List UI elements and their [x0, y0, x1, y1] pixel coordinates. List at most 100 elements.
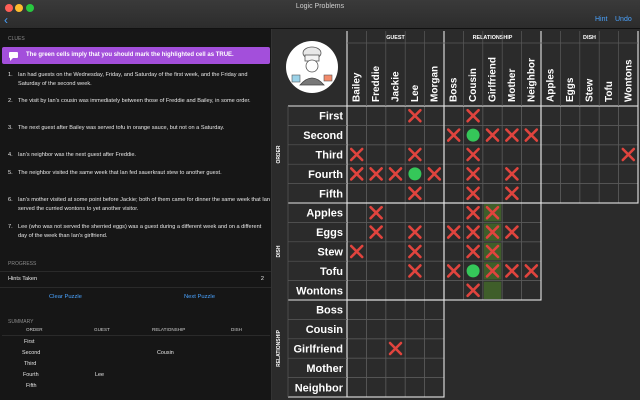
- grid-cell[interactable]: [443, 183, 464, 204]
- close-window-button[interactable]: [5, 4, 13, 12]
- grid-cell[interactable]: [366, 338, 387, 359]
- grid-cell[interactable]: [618, 125, 639, 146]
- grid-cell[interactable]: [385, 319, 406, 340]
- grid-cell[interactable]: [424, 222, 445, 243]
- grid-cell[interactable]: [521, 144, 542, 165]
- grid-cell[interactable]: [385, 144, 406, 165]
- grid-cell[interactable]: [521, 222, 542, 243]
- grid-cell[interactable]: [560, 105, 581, 126]
- grid-cell[interactable]: [385, 222, 406, 243]
- grid-cell[interactable]: [560, 125, 581, 146]
- grid-cell[interactable]: [385, 202, 406, 223]
- grid-cell[interactable]: [482, 105, 503, 126]
- grid-cell[interactable]: [443, 163, 464, 184]
- grid-cell[interactable]: [598, 163, 619, 184]
- grid-cell[interactable]: [540, 105, 561, 126]
- grid-cell[interactable]: [346, 280, 367, 301]
- grid-cell[interactable]: [346, 357, 367, 378]
- grid-cell[interactable]: [385, 105, 406, 126]
- grid-cell[interactable]: [521, 163, 542, 184]
- grid-cell[interactable]: [579, 163, 600, 184]
- grid-cell[interactable]: [424, 202, 445, 223]
- grid-cell[interactable]: [404, 338, 425, 359]
- grid-cell[interactable]: [501, 280, 522, 301]
- grid-cell[interactable]: [521, 105, 542, 126]
- next-puzzle-button[interactable]: Next Puzzle: [184, 294, 215, 300]
- grid-cell[interactable]: [521, 202, 542, 223]
- grid-cell[interactable]: [404, 377, 425, 398]
- logic-grid[interactable]: GUEST Bailey Freddie Jackie Lee Morgan RELATIO…: [272, 29, 640, 400]
- grid-cell[interactable]: [424, 105, 445, 126]
- grid-cell[interactable]: [366, 299, 387, 320]
- grid-cell[interactable]: [385, 299, 406, 320]
- grid-cell[interactable]: [443, 202, 464, 223]
- grid-cell[interactable]: [443, 144, 464, 165]
- grid-cell[interactable]: [346, 377, 367, 398]
- grid-cell[interactable]: [346, 125, 367, 146]
- grid-cell[interactable]: [424, 241, 445, 262]
- grid-cell[interactable]: [598, 144, 619, 165]
- grid-cell[interactable]: [346, 183, 367, 204]
- grid-cell[interactable]: [501, 241, 522, 262]
- grid-cell[interactable]: [579, 125, 600, 146]
- hint-button[interactable]: Hint: [595, 16, 608, 23]
- grid-cell[interactable]: [598, 183, 619, 204]
- grid-cell[interactable]: [366, 105, 387, 126]
- grid-cell[interactable]: [385, 183, 406, 204]
- grid-cell[interactable]: [443, 280, 464, 301]
- grid-cell[interactable]: [346, 202, 367, 223]
- clear-puzzle-button[interactable]: Clear Puzzle: [49, 294, 82, 300]
- grid-cell[interactable]: [346, 105, 367, 126]
- grid-cell[interactable]: [404, 319, 425, 340]
- grid-cell[interactable]: [404, 125, 425, 146]
- grid-cell[interactable]: [598, 125, 619, 146]
- grid-cell[interactable]: [404, 299, 425, 320]
- grid-cell[interactable]: [501, 202, 522, 223]
- grid-cell[interactable]: [385, 377, 406, 398]
- grid-cell[interactable]: [540, 163, 561, 184]
- grid-cell[interactable]: [424, 260, 445, 281]
- grid-cell[interactable]: [404, 202, 425, 223]
- zoom-window-button[interactable]: [26, 4, 34, 12]
- grid-cell[interactable]: [404, 357, 425, 378]
- grid-cell[interactable]: [424, 280, 445, 301]
- grid-cell[interactable]: [366, 319, 387, 340]
- grid-cell[interactable]: [618, 183, 639, 204]
- grid-cell[interactable]: [404, 280, 425, 301]
- grid-cell[interactable]: [443, 105, 464, 126]
- grid-cell[interactable]: [346, 319, 367, 340]
- grid-cell[interactable]: [366, 357, 387, 378]
- grid-cell[interactable]: [366, 260, 387, 281]
- grid-cell[interactable]: [366, 125, 387, 146]
- grid-cell[interactable]: [579, 144, 600, 165]
- grid-cell[interactable]: [482, 183, 503, 204]
- grid-cell[interactable]: [424, 357, 445, 378]
- grid-cell[interactable]: [346, 338, 367, 359]
- grid-cell[interactable]: [385, 357, 406, 378]
- grid-cell[interactable]: [579, 105, 600, 126]
- grid-cell[interactable]: [424, 377, 445, 398]
- grid-cell[interactable]: [560, 163, 581, 184]
- grid-cell[interactable]: [560, 183, 581, 204]
- grid-cell[interactable]: [346, 260, 367, 281]
- undo-button[interactable]: Undo: [615, 16, 632, 23]
- grid-cell[interactable]: [482, 144, 503, 165]
- grid-cell[interactable]: [366, 280, 387, 301]
- grid-cell[interactable]: [424, 144, 445, 165]
- grid-cell[interactable]: [424, 338, 445, 359]
- grid-cell[interactable]: [366, 183, 387, 204]
- grid-cell[interactable]: [560, 144, 581, 165]
- grid-cell[interactable]: [579, 183, 600, 204]
- grid-cell[interactable]: [366, 377, 387, 398]
- grid-cell[interactable]: [540, 144, 561, 165]
- grid-cell[interactable]: [618, 163, 639, 184]
- grid-cell[interactable]: [424, 319, 445, 340]
- grid-cell[interactable]: [424, 299, 445, 320]
- grid-cell[interactable]: [618, 105, 639, 126]
- grid-cell[interactable]: [443, 241, 464, 262]
- grid-cell[interactable]: [521, 183, 542, 204]
- grid-cell[interactable]: [366, 144, 387, 165]
- grid-cell[interactable]: [521, 280, 542, 301]
- grid-cell[interactable]: [424, 183, 445, 204]
- grid-cell[interactable]: [521, 241, 542, 262]
